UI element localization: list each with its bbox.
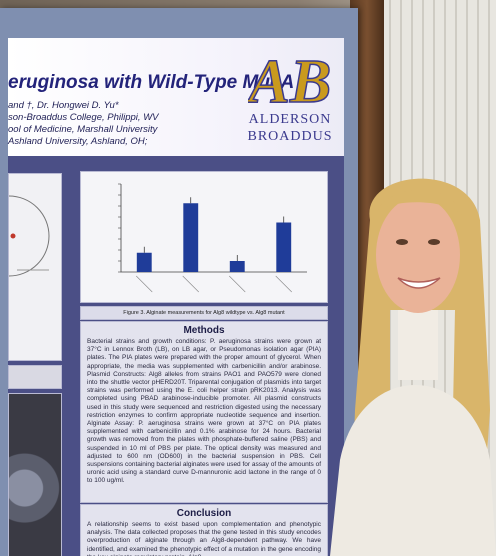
chart-bar bbox=[276, 222, 292, 272]
chart-bar bbox=[136, 252, 152, 272]
figure-caption: Figure 3. Alginate measurements for Alg8… bbox=[80, 306, 328, 320]
poster-header: eruginosa with Wild-Type MucA and †, Dr.… bbox=[8, 38, 344, 156]
chart-bar bbox=[229, 261, 245, 272]
poster-left-caption bbox=[8, 365, 62, 389]
logo-letters: AB bbox=[248, 48, 331, 110]
conclusion-heading: Conclusion bbox=[176, 508, 232, 519]
petri-dish-photo bbox=[8, 393, 62, 556]
face bbox=[376, 197, 460, 313]
x-tick-label bbox=[136, 275, 153, 293]
bar-chart bbox=[118, 183, 307, 293]
chart-bar bbox=[183, 203, 199, 272]
logo-text-broaddus: BROADDUS bbox=[247, 129, 333, 144]
methods-heading: Methods bbox=[183, 325, 225, 336]
figure-caption-text: Figure 3. Alginate measurements for Alg8… bbox=[123, 310, 285, 316]
x-tick-label bbox=[275, 275, 292, 293]
methods-text: Bacterial strains and growth conditions:… bbox=[87, 338, 321, 485]
smiling-student bbox=[330, 178, 496, 556]
white-turtleneck bbox=[330, 385, 496, 556]
circular-diagram bbox=[9, 195, 50, 277]
conclusion-text: A relationship seems to exist based upon… bbox=[87, 521, 321, 556]
alderson-broaddus-logo: AB ALDERSON BROADDUS bbox=[240, 48, 340, 152]
x-tick-label bbox=[182, 275, 199, 293]
methods-section: Methods Bacterial strains and growth con… bbox=[80, 321, 328, 503]
poster-board: eruginosa with Wild-Type MucA and †, Dr.… bbox=[0, 8, 358, 556]
logo-text-alderson: ALDERSON bbox=[248, 112, 332, 127]
research-poster: eruginosa with Wild-Type MucA and †, Dr.… bbox=[8, 38, 344, 556]
author-line: Ashland University, Ashland, OH; bbox=[8, 136, 148, 147]
poster-title: eruginosa with Wild-Type MucA bbox=[8, 72, 295, 93]
x-tick-label bbox=[229, 275, 246, 293]
author-line: ool of Medicine, Marshall University bbox=[8, 124, 158, 135]
bar-chart-panel bbox=[80, 171, 328, 303]
poster-authors: and †, Dr. Hongwei D. Yu* son-Broaddus C… bbox=[8, 100, 248, 148]
author-line: son-Broaddus College, Philippi, WV bbox=[8, 112, 159, 123]
conclusion-section: Conclusion A relationship seems to exist… bbox=[80, 504, 328, 556]
poster-left-diagram-panel bbox=[8, 173, 62, 361]
turtleneck-collar bbox=[398, 310, 438, 380]
author-line: and †, Dr. Hongwei D. Yu* bbox=[8, 100, 119, 111]
ab-logo-mark: AB bbox=[248, 48, 332, 110]
